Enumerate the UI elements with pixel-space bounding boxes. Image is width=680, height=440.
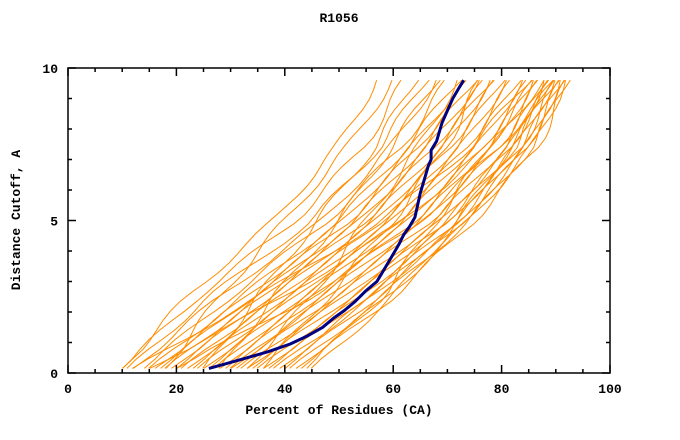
orange-prediction-curve [246, 80, 545, 369]
axes-box [67, 67, 611, 374]
orange-prediction-curve [132, 79, 533, 369]
orange-prediction-curve [301, 79, 565, 369]
y-tick-label: 10 [42, 62, 58, 77]
orange-prediction-curve [310, 79, 560, 369]
reference-curve [208, 79, 465, 370]
orange-prediction-curve [219, 80, 524, 369]
x-tick-label: 40 [277, 382, 293, 397]
y-axis-label: Distance Cutoff, A [9, 150, 24, 291]
orange-prediction-curve [187, 80, 491, 369]
orange-prediction-curve [236, 79, 538, 369]
orange-prediction-curve [197, 79, 506, 369]
navy-reference-curve [208, 79, 465, 370]
orange-prediction-curve [149, 79, 545, 369]
chart-title: R1056 [319, 11, 358, 26]
orange-prediction-curve [284, 79, 559, 369]
orange-prediction-curve [268, 79, 554, 369]
plot-border [67, 67, 611, 374]
orange-prediction-curve [160, 79, 467, 369]
orange-prediction-curve [133, 80, 437, 369]
x-tick-label: 20 [169, 382, 185, 397]
orange-prediction-curve [263, 79, 478, 369]
orange-prediction-curve [213, 79, 522, 369]
orange-prediction-curve [203, 80, 507, 369]
orange-prediction-curve [202, 79, 420, 369]
orange-prediction-curve [279, 80, 561, 369]
orange-prediction-curve [171, 79, 480, 369]
orange-prediction-curve [218, 79, 441, 369]
tick-labels: 0 20 40 60 80 100 0 5 10 [42, 62, 622, 397]
orange-prediction-curve [208, 79, 510, 369]
y-tick-label: 5 [50, 215, 58, 230]
orange-prediction-curve [192, 79, 494, 369]
orange-prediction-curve [272, 79, 566, 369]
x-tick-label: 60 [385, 382, 401, 397]
orange-prediction-curve [126, 79, 430, 369]
orange-prediction-curve [246, 80, 458, 369]
orange-prediction-curve [122, 79, 402, 369]
orange-prediction-curve [295, 80, 567, 369]
orange-prediction-curve [289, 79, 571, 369]
y-tick-label: 0 [50, 367, 58, 382]
orange-prediction-curve [263, 80, 556, 369]
x-tick-label: 80 [494, 382, 510, 397]
x-axis-label: Percent of Residues (CA) [245, 403, 432, 418]
orange-prediction-curve [176, 79, 554, 369]
orange-prediction-curve [256, 79, 555, 369]
x-tick-label: 0 [64, 382, 72, 397]
orange-prediction-curve [240, 79, 549, 369]
orange-prediction-curve [143, 79, 445, 369]
orange-prediction-curve [229, 79, 539, 369]
prediction-curves [122, 79, 571, 369]
orange-prediction-curve [225, 79, 527, 369]
x-tick-label: 100 [598, 382, 622, 397]
orange-prediction-curve [306, 79, 532, 369]
orange-prediction-curve [122, 80, 378, 369]
orange-prediction-curve [230, 80, 534, 369]
orange-prediction-curve [165, 80, 393, 369]
